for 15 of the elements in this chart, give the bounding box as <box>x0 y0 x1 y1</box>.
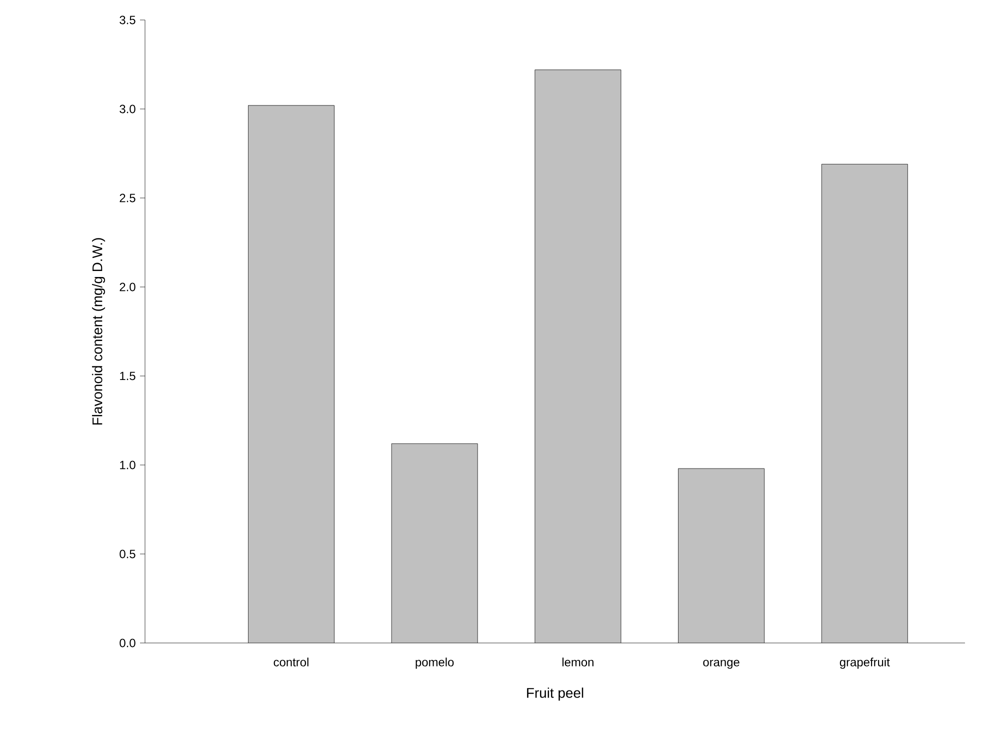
x-tick-label: control <box>274 658 308 666</box>
x-tick-label: pomelo <box>416 658 454 669</box>
x-tick-label: lemon <box>562 658 594 666</box>
x-tick-label: grapefruit <box>840 658 890 669</box>
y-tick-label: 0.5 <box>120 550 136 558</box>
y-tick-label: 2.0 <box>120 282 136 292</box>
y-tick-label: 1.5 <box>120 372 136 380</box>
y-tick-label: 1.0 <box>120 460 136 470</box>
y-tick-label: 2.5 <box>120 194 136 202</box>
x-tick-label: orange <box>703 660 740 669</box>
y-axis-title: Flavonoid content (mg/g D.W.) <box>92 238 106 425</box>
y-tick-label: 0.0 <box>120 638 136 648</box>
x-axis-title: Fruit peel <box>527 688 584 701</box>
y-tick-label: 3.5 <box>120 16 136 24</box>
y-tick-label: 3.0 <box>120 104 136 114</box>
